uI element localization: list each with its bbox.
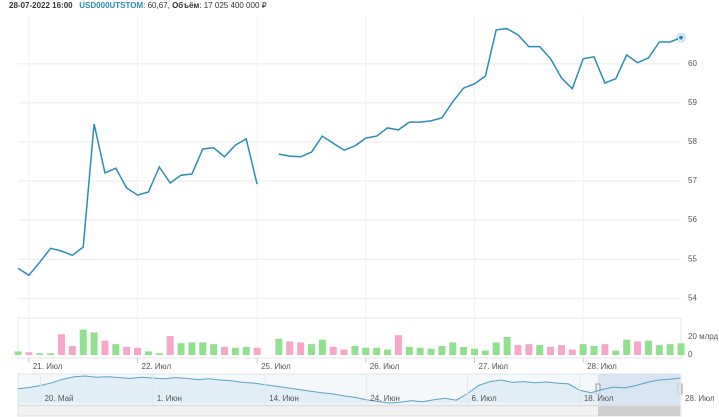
volume-bar xyxy=(253,347,261,355)
volume-bar xyxy=(362,347,370,355)
header-volume: : 17 025 400 000 ₽ xyxy=(199,1,267,10)
volume-bar xyxy=(557,345,565,355)
volume-bar xyxy=(286,341,294,355)
navigator-area xyxy=(18,376,681,403)
volume-bar xyxy=(438,345,446,355)
volume-bar xyxy=(101,340,109,355)
volume-bar xyxy=(547,346,555,355)
volume-bar xyxy=(351,345,359,355)
x-tick-label: 27. Июл xyxy=(478,362,508,371)
x-tick-label: 26. Июл xyxy=(370,362,400,371)
volume-bar xyxy=(590,345,598,355)
volume-bar xyxy=(123,346,131,355)
volume-bar xyxy=(36,353,44,355)
volume-bar xyxy=(373,347,381,355)
volume-bar xyxy=(134,347,142,355)
volume-bar xyxy=(634,341,642,355)
x-tick-label: 25. Июл xyxy=(261,362,291,371)
y-tick-label: 54 xyxy=(688,293,697,302)
volume-bar xyxy=(612,350,620,355)
volume-bar xyxy=(579,344,587,355)
volume-bar xyxy=(112,344,120,355)
volume-bar xyxy=(503,336,511,355)
x-tick-label: 22. Июл xyxy=(142,362,172,371)
volume-bar xyxy=(144,351,152,355)
volume-bar xyxy=(405,346,413,355)
navigator-label: 28. Июл xyxy=(685,394,715,403)
volume-bar xyxy=(307,344,315,355)
x-tick-label: 21. Июл xyxy=(33,362,63,371)
header-volume-label: Объём xyxy=(172,1,200,10)
volume-bar xyxy=(90,332,98,355)
volume-bar xyxy=(231,347,239,355)
volume-bar xyxy=(601,344,609,355)
volume-panel xyxy=(17,317,682,359)
volume-bar xyxy=(177,343,185,355)
header-ticker: USD000UTSTOM xyxy=(79,1,144,10)
navigator-label: 18. Июл xyxy=(584,394,614,403)
volume-bar xyxy=(384,349,392,355)
volume-bar xyxy=(666,344,674,355)
x-tick-label: 28. Июл xyxy=(587,362,617,371)
last-point xyxy=(678,34,684,41)
header-price: : 60,67, xyxy=(143,1,170,10)
volume-bar xyxy=(623,339,631,355)
volume-bar xyxy=(221,346,229,355)
y-tick-label: 58 xyxy=(688,137,697,146)
navigator-label: 14. Июн xyxy=(269,394,299,403)
volume-bar xyxy=(416,347,424,355)
volume-bar xyxy=(155,353,163,355)
volume-bar xyxy=(644,340,652,355)
y-tick-label: 56 xyxy=(688,215,697,224)
volume-bar xyxy=(514,345,522,355)
navigator-label: 24. Июн xyxy=(370,394,400,403)
navigator-label: 6. Июл xyxy=(471,394,496,403)
y-tick-label: 60 xyxy=(688,59,697,68)
volume-tick-label: 0 xyxy=(688,350,693,359)
volume-bar xyxy=(329,346,337,355)
header-datetime: 28-07-2022 16:00 xyxy=(9,1,73,10)
volume-bar xyxy=(460,346,468,355)
volume-bar xyxy=(655,345,663,355)
volume-bar xyxy=(470,348,478,355)
navigator-line xyxy=(17,375,682,404)
volume-bar xyxy=(57,334,65,355)
volume-bar xyxy=(210,344,218,355)
volume-bar xyxy=(14,351,22,355)
volume-bar xyxy=(677,343,685,355)
volume-bar xyxy=(525,344,533,355)
volume-bar xyxy=(481,350,489,355)
volume-bar xyxy=(318,339,326,355)
volume-bar xyxy=(68,345,76,355)
volume-bar xyxy=(536,345,544,355)
y-tick-label: 57 xyxy=(688,176,697,185)
volume-bar xyxy=(449,342,457,355)
volume-bar xyxy=(47,353,55,355)
volume-bar xyxy=(394,335,402,355)
volume-bar xyxy=(199,342,207,355)
y-tick-label: 55 xyxy=(688,254,697,263)
volume-bar xyxy=(25,352,33,355)
price-line xyxy=(17,27,682,277)
scrollbar-thumb[interactable] xyxy=(598,406,680,416)
volume-bar xyxy=(275,338,283,355)
navigator-label: 20. Май xyxy=(44,394,73,403)
volume-bar xyxy=(340,349,348,355)
navigator-label: 1. Июн xyxy=(157,394,182,403)
volume-bar xyxy=(297,342,305,355)
volume-tick-label: 20 млрд xyxy=(688,332,719,341)
volume-bar xyxy=(492,342,500,355)
volume-bar xyxy=(188,342,196,355)
scrollbar[interactable] xyxy=(17,405,682,417)
volume-bar xyxy=(568,349,576,355)
volume-bar xyxy=(242,346,250,355)
volume-bar xyxy=(166,336,174,355)
y-tick-label: 59 xyxy=(688,98,697,107)
header: 28-07-2022 16:00 USD000UTSTOM: 60,67, Об… xyxy=(9,1,267,10)
volume-bar xyxy=(79,329,87,355)
volume-bar xyxy=(427,348,435,355)
